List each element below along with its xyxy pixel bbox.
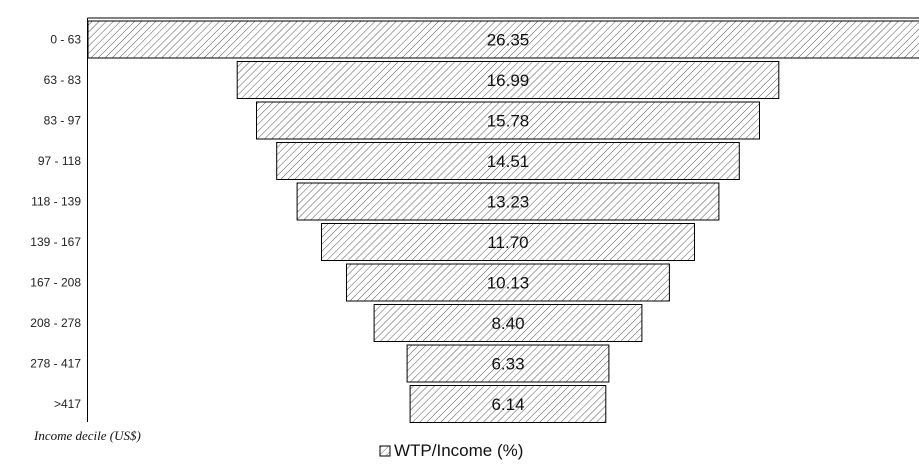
legend-swatch	[379, 445, 391, 457]
bar-value-label: 26.35	[487, 31, 530, 50]
bar-value-label: 15.78	[487, 112, 530, 131]
bar-value-label: 10.13	[487, 274, 530, 293]
bar-7	[346, 263, 670, 302]
bar-value-label: 16.99	[487, 71, 530, 90]
category-tick-label: 208 - 278	[30, 316, 81, 330]
legend: WTP/Income (%)	[379, 441, 523, 460]
category-tick-label: >417	[54, 397, 81, 411]
category-tick-label: 278 - 417	[30, 357, 81, 371]
bar-5	[296, 182, 720, 221]
bar-4	[276, 142, 740, 180]
bar-8	[373, 304, 643, 342]
bar-10	[409, 385, 607, 423]
category-tick-label: 83 - 97	[44, 114, 82, 128]
bar-value-label: 13.23	[487, 193, 530, 212]
bar-value-label: 8.40	[491, 314, 524, 333]
legend-label: WTP/Income (%)	[394, 441, 523, 460]
category-tick-label: 0 - 63	[50, 33, 81, 47]
bar-3	[256, 101, 760, 140]
bar-6	[321, 223, 695, 261]
bar-value-label: 6.33	[491, 355, 524, 374]
y-axis-title: Income decile (US$)	[33, 428, 141, 443]
category-tick-label: 167 - 208	[30, 276, 81, 290]
bar-9	[406, 344, 610, 383]
category-tick-label: 63 - 83	[44, 73, 82, 87]
bar-2	[236, 61, 780, 99]
bar-value-label: 14.51	[487, 152, 530, 171]
category-tick-label: 139 - 167	[30, 235, 81, 249]
category-tick-label: 97 - 118	[38, 154, 81, 168]
bar-value-label: 6.14	[491, 395, 524, 414]
category-tick-label: 118 - 139	[31, 195, 81, 209]
bar-value-label: 11.70	[487, 233, 528, 252]
bar-1	[87, 20, 919, 59]
